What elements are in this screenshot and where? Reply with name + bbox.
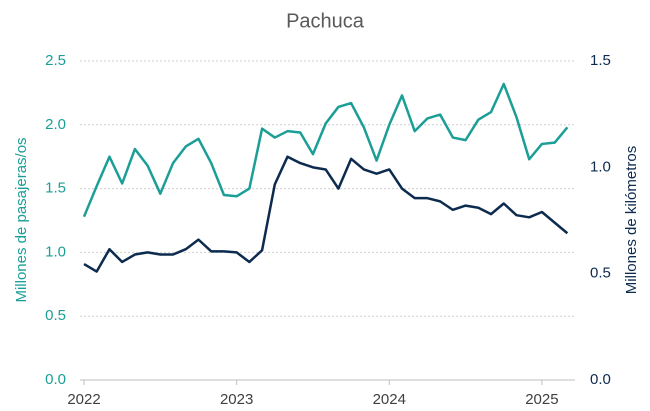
y-tick-label: 0.0 xyxy=(45,371,66,388)
x-tick-label: 2024 xyxy=(373,391,406,408)
y-axis-label: Millones de pasajeras/os xyxy=(13,137,30,302)
x-tick-label: 2025 xyxy=(525,391,558,408)
y-tick-label: 1.5 xyxy=(45,180,66,197)
chart-title: Pachuca xyxy=(286,10,365,32)
y2-axis-label: Millones de kilómetros xyxy=(623,146,640,294)
x-tick-label: 2023 xyxy=(220,391,253,408)
series-line xyxy=(83,155,569,273)
y2-tick-label: 0.5 xyxy=(590,265,611,282)
y-tick-label: 2.0 xyxy=(45,116,66,133)
y2-tick-label: 0.0 xyxy=(590,371,611,388)
y2-tick-label: 1.5 xyxy=(590,52,611,69)
y-tick-label: 1.0 xyxy=(45,243,66,260)
x-tick-label: 2022 xyxy=(67,391,100,408)
y-tick-label: 0.5 xyxy=(45,307,66,324)
series-line xyxy=(82,82,569,218)
y-tick-label: 2.5 xyxy=(45,52,66,69)
y2-tick-label: 1.0 xyxy=(590,158,611,175)
